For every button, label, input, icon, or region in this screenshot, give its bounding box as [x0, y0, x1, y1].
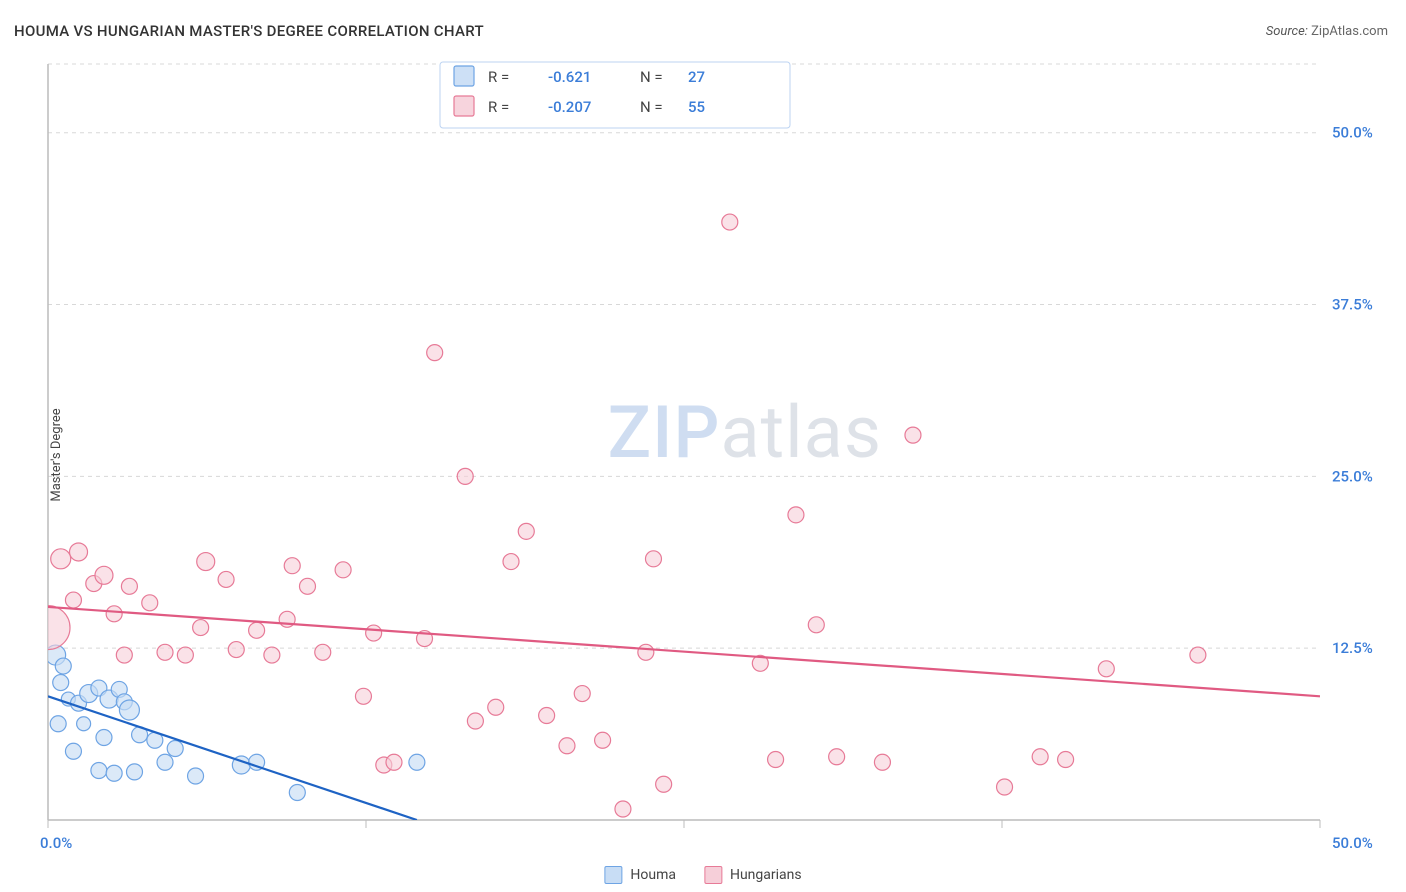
- data-point: [808, 617, 824, 633]
- bottom-legend: Houma Hungarians: [604, 866, 801, 884]
- legend-n-label: N =: [640, 68, 663, 86]
- y-axis-label: Master's Degree: [49, 408, 64, 501]
- legend-label: Houma: [630, 867, 676, 883]
- plot-area: Master's Degree 12.5% 25.0% 37.5% 50.0% 0.0%…: [0, 50, 1406, 860]
- data-point: [77, 717, 91, 731]
- data-point: [1190, 647, 1206, 663]
- data-point: [829, 749, 845, 765]
- x-min-label: 0.0%: [40, 834, 72, 852]
- legend-r-label: R =: [488, 68, 509, 86]
- data-point: [768, 752, 784, 768]
- data-point: [53, 675, 69, 691]
- data-point: [656, 776, 672, 792]
- legend-r-label: R =: [488, 98, 509, 116]
- data-point: [106, 606, 122, 622]
- chart-title: HOUMA VS HUNGARIAN MASTER'S DEGREE CORRE…: [14, 22, 484, 40]
- data-point: [26, 606, 70, 650]
- y-tick-label: 37.5%: [1332, 296, 1373, 314]
- data-point: [116, 647, 132, 663]
- data-point: [177, 647, 193, 663]
- data-point: [299, 578, 315, 594]
- data-point: [197, 553, 215, 571]
- data-point: [874, 754, 890, 770]
- data-point: [142, 595, 158, 611]
- data-point: [503, 554, 519, 570]
- data-point: [488, 699, 504, 715]
- data-point: [1032, 749, 1048, 765]
- watermark: ZIPatlas: [608, 390, 882, 475]
- data-point: [722, 214, 738, 230]
- data-point: [518, 523, 534, 539]
- y-tick-label: 50.0%: [1332, 124, 1373, 142]
- data-point: [366, 625, 382, 641]
- data-point: [106, 765, 122, 781]
- scatter-chart: 12.5% 25.0% 37.5% 50.0% 0.0% 50.0% ZIPatlas R =…: [0, 50, 1406, 860]
- legend-n-label: N =: [640, 98, 663, 116]
- data-point: [997, 779, 1013, 795]
- data-point: [119, 700, 139, 720]
- data-point: [335, 562, 351, 578]
- data-point: [95, 566, 113, 584]
- data-point: [638, 644, 654, 660]
- y-tick-label: 12.5%: [1332, 639, 1373, 657]
- data-point: [574, 686, 590, 702]
- source-prefix: Source:: [1266, 24, 1308, 39]
- data-point: [284, 558, 300, 574]
- data-point: [467, 713, 483, 729]
- legend-r-value: -0.207: [548, 98, 591, 116]
- legend-swatch: [704, 866, 722, 884]
- data-point: [645, 551, 661, 567]
- legend-item: Hungarians: [704, 866, 802, 884]
- data-point: [65, 592, 81, 608]
- data-point: [126, 764, 142, 780]
- data-point: [157, 644, 173, 660]
- data-point: [65, 743, 81, 759]
- data-point: [96, 730, 112, 746]
- source-credit: Source: ZipAtlas.com: [1266, 24, 1388, 39]
- legend-n-value: 27: [688, 68, 705, 86]
- data-point: [559, 738, 575, 754]
- data-point: [595, 732, 611, 748]
- legend-swatch: [454, 66, 474, 86]
- data-point: [50, 716, 66, 732]
- data-point: [788, 507, 804, 523]
- data-point: [457, 468, 473, 484]
- data-point: [55, 658, 71, 674]
- legend-swatch: [604, 866, 622, 884]
- legend-item: Houma: [604, 866, 676, 884]
- data-point: [167, 741, 183, 757]
- data-point: [157, 754, 173, 770]
- data-point: [1098, 661, 1114, 677]
- data-point: [218, 571, 234, 587]
- data-point: [51, 549, 71, 569]
- data-point: [264, 647, 280, 663]
- data-point: [228, 642, 244, 658]
- data-point: [91, 763, 107, 779]
- source-name: ZipAtlas.com: [1311, 24, 1388, 39]
- legend-n-value: 55: [688, 98, 705, 116]
- data-point: [409, 754, 425, 770]
- legend-swatch: [454, 96, 474, 116]
- trend-line: [48, 696, 417, 820]
- data-point: [289, 785, 305, 801]
- data-point: [615, 801, 631, 817]
- data-point: [905, 427, 921, 443]
- legend-label: Hungarians: [730, 867, 802, 883]
- data-point: [70, 543, 88, 561]
- data-point: [193, 620, 209, 636]
- data-point: [1058, 752, 1074, 768]
- legend-r-value: -0.621: [548, 68, 591, 86]
- x-max-label: 50.0%: [1332, 834, 1373, 852]
- data-point: [427, 345, 443, 361]
- data-point: [188, 768, 204, 784]
- data-point: [249, 622, 265, 638]
- data-point: [121, 578, 137, 594]
- data-point: [386, 754, 402, 770]
- data-point: [315, 644, 331, 660]
- y-tick-label: 25.0%: [1332, 467, 1373, 485]
- data-point: [539, 708, 555, 724]
- data-point: [355, 688, 371, 704]
